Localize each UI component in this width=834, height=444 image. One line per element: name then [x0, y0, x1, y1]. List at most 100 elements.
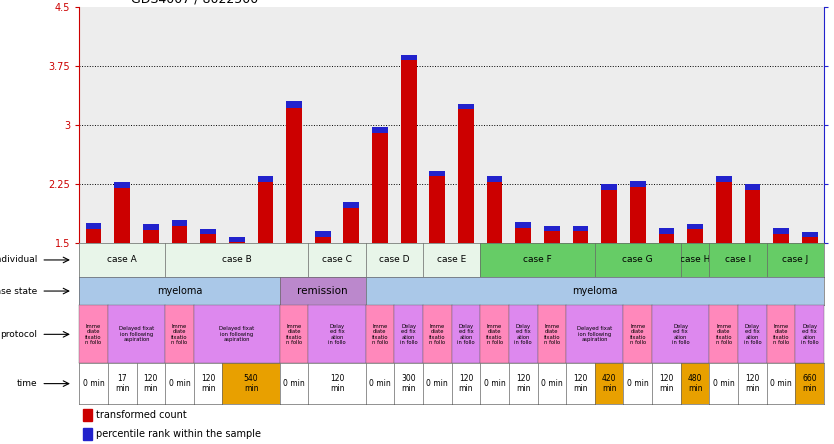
Text: Imme
diate
fixatio
n follo: Imme diate fixatio n follo [716, 324, 732, 345]
Text: 120
min: 120 min [459, 374, 473, 393]
Text: myeloma: myeloma [572, 286, 617, 296]
Text: remission: remission [298, 286, 348, 296]
Bar [451, 7, 480, 243]
Text: 0 min: 0 min [426, 379, 448, 388]
Text: myeloma: myeloma [157, 286, 202, 296]
Text: Imme
diate
fixatio
n follo: Imme diate fixatio n follo [429, 324, 445, 345]
Text: Delay
ed fix
ation
in follo: Delay ed fix ation in follo [744, 324, 761, 345]
Text: Delay
ed fix
ation
in follo: Delay ed fix ation in follo [457, 324, 475, 345]
Bar [83, 409, 93, 421]
Text: 0 min: 0 min [627, 379, 649, 388]
Text: case D: case D [379, 255, 409, 265]
Bar [372, 133, 388, 243]
Bar [229, 242, 244, 243]
Text: case G: case G [622, 255, 653, 265]
Text: 120
min: 120 min [329, 374, 344, 393]
Bar [309, 7, 337, 243]
Text: 0 min: 0 min [168, 379, 190, 388]
Bar [630, 181, 646, 186]
Text: 0 min: 0 min [83, 379, 104, 388]
Bar [766, 7, 796, 243]
Text: 0 min: 0 min [369, 379, 391, 388]
Text: percentile rank within the sample: percentile rank within the sample [96, 429, 261, 439]
Bar [83, 428, 93, 440]
Bar [430, 171, 445, 176]
Bar [258, 182, 274, 243]
Bar [165, 7, 193, 243]
Bar [365, 7, 394, 243]
Text: Delay
ed fix
ation
in follo: Delay ed fix ation in follo [515, 324, 532, 345]
Bar [681, 7, 710, 243]
Text: Delay
ed fix
ation
in follo: Delay ed fix ation in follo [399, 324, 418, 345]
Bar [337, 7, 365, 243]
Text: Imme
diate
fixatio
n follo: Imme diate fixatio n follo [630, 324, 646, 345]
Bar [687, 229, 703, 243]
Bar [114, 182, 130, 188]
Bar [716, 182, 731, 243]
Bar [624, 7, 652, 243]
Bar [538, 7, 566, 243]
Text: 540
min: 540 min [244, 374, 259, 393]
Bar [796, 7, 824, 243]
Bar [314, 231, 330, 237]
Bar [601, 190, 617, 243]
Text: case A: case A [108, 255, 137, 265]
Bar [544, 231, 560, 243]
Bar [79, 7, 108, 243]
Bar [659, 228, 675, 234]
Text: Delay
ed fix
ation
in follo: Delay ed fix ation in follo [672, 324, 690, 345]
Bar [114, 188, 130, 243]
Bar [601, 184, 617, 190]
Bar [659, 234, 675, 243]
Bar [286, 107, 302, 243]
Text: case C: case C [322, 255, 352, 265]
Text: Delayed fixat
ion following
aspiration: Delayed fixat ion following aspiration [119, 326, 154, 342]
Text: case I: case I [725, 255, 751, 265]
Text: time: time [17, 379, 38, 388]
Bar [745, 190, 761, 243]
Bar [258, 176, 274, 182]
Text: Imme
diate
fixatio
n follo: Imme diate fixatio n follo [171, 324, 188, 345]
Text: disease state: disease state [0, 286, 38, 296]
Text: Imme
diate
fixatio
n follo: Imme diate fixatio n follo [85, 324, 102, 345]
Text: case F: case F [523, 255, 552, 265]
Bar [372, 127, 388, 133]
Text: GDS4007 / 8022500: GDS4007 / 8022500 [132, 0, 259, 5]
Bar [630, 186, 646, 243]
Text: 120
min: 120 min [143, 374, 158, 393]
Bar [687, 224, 703, 229]
Bar [200, 229, 216, 234]
Bar [595, 7, 624, 243]
Bar [401, 55, 416, 60]
Text: case B: case B [222, 255, 252, 265]
Text: 120
min: 120 min [516, 374, 530, 393]
Bar [279, 7, 309, 243]
Text: 120
min: 120 min [659, 374, 674, 393]
Bar [344, 208, 359, 243]
Bar [193, 7, 223, 243]
Bar [773, 234, 789, 243]
Bar [229, 237, 244, 242]
Text: Delay
ed fix
ation
in follo: Delay ed fix ation in follo [801, 324, 818, 345]
Text: 300
min: 300 min [401, 374, 416, 393]
Text: 0 min: 0 min [770, 379, 792, 388]
Bar [573, 226, 589, 231]
Bar [573, 231, 589, 243]
Text: 120
min: 120 min [201, 374, 215, 393]
Bar [143, 230, 158, 243]
Bar [544, 226, 560, 231]
Bar [430, 176, 445, 243]
Text: Imme
diate
fixatio
n follo: Imme diate fixatio n follo [773, 324, 789, 345]
Text: 17
min: 17 min [115, 374, 129, 393]
Text: 660
min: 660 min [802, 374, 817, 393]
Bar [286, 101, 302, 107]
Bar [487, 176, 502, 182]
Bar [801, 237, 817, 243]
Text: Delayed fixat
ion following
aspiration: Delayed fixat ion following aspiration [219, 326, 254, 342]
Text: protocol: protocol [1, 330, 38, 339]
Text: case J: case J [782, 255, 808, 265]
Bar [509, 7, 538, 243]
Bar [745, 184, 761, 190]
Text: individual: individual [0, 255, 38, 265]
Bar [251, 7, 279, 243]
